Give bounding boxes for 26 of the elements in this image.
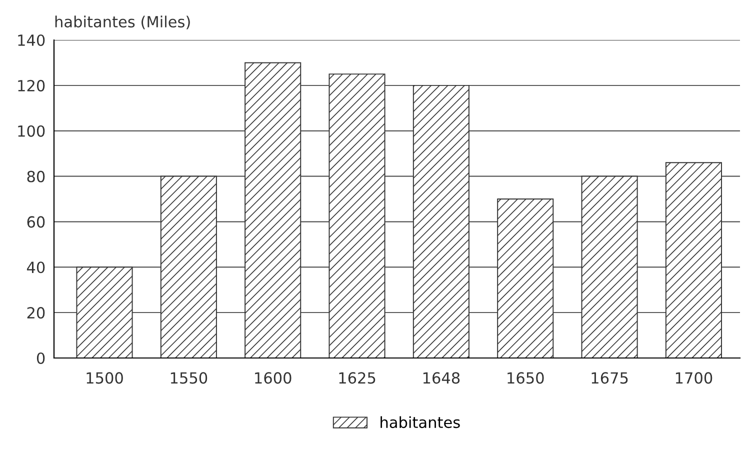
x-tick-label: 1675 xyxy=(592,372,628,384)
y-tick-label: 40 xyxy=(26,262,45,274)
x-tick-label: 1550 xyxy=(170,372,208,384)
x-tick-label: 1648 xyxy=(423,372,460,384)
bar xyxy=(497,198,554,358)
bar xyxy=(244,62,302,358)
x-tick-label: 1625 xyxy=(339,372,376,384)
bar xyxy=(665,162,722,358)
x-tick-label: 1700 xyxy=(676,372,712,384)
y-tick-label: 20 xyxy=(27,307,45,319)
bar xyxy=(581,176,638,358)
x-tick-label: 1650 xyxy=(508,372,544,384)
legend-label: habitantes xyxy=(380,416,460,428)
x-tick-label: 1600 xyxy=(255,372,292,384)
y-tick-label: 0 xyxy=(36,352,45,364)
bar xyxy=(76,266,133,358)
y-tick-label: 60 xyxy=(27,216,45,228)
y-axis-title: habitantes (Miles) xyxy=(55,16,190,30)
x-tick-label: 1500 xyxy=(86,372,123,384)
y-tick-label: 80 xyxy=(27,170,45,182)
bar xyxy=(160,176,217,358)
bar xyxy=(328,74,386,358)
y-tick-label: 100 xyxy=(18,125,45,137)
y-tick-label: 120 xyxy=(18,80,45,92)
y-tick-label: 140 xyxy=(18,34,45,46)
bar xyxy=(412,84,470,358)
